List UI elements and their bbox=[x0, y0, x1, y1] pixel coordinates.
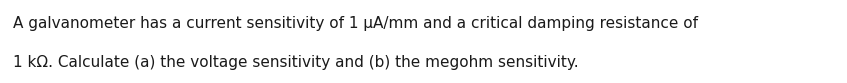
Text: A galvanometer has a current sensitivity of 1 μA/mm and a critical damping resis: A galvanometer has a current sensitivity… bbox=[13, 16, 698, 31]
Text: 1 kΩ. Calculate (a) the voltage sensitivity and (b) the megohm sensitivity.: 1 kΩ. Calculate (a) the voltage sensitiv… bbox=[13, 55, 579, 70]
